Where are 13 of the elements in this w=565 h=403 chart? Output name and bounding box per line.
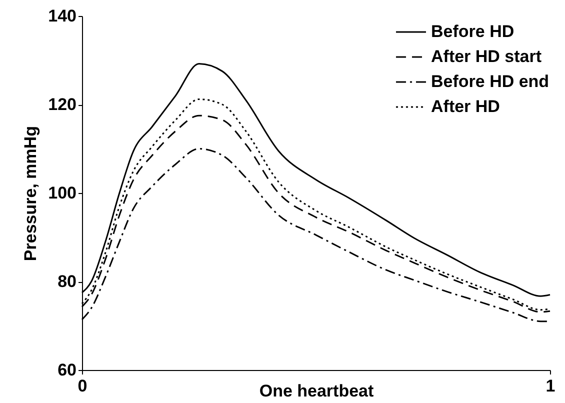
legend-label: After HD bbox=[431, 97, 500, 116]
y-tick-label: 60 bbox=[58, 360, 76, 380]
legend-label: Before HD end bbox=[431, 72, 550, 91]
y-tick-label: 100 bbox=[48, 184, 76, 202]
x-axis-title: One heartbeat bbox=[259, 382, 374, 400]
x-tick-label: 1 bbox=[546, 376, 556, 396]
y-tick-label: 120 bbox=[48, 95, 76, 114]
legend-label: Before HD bbox=[431, 22, 514, 41]
y-tick-label: 140 bbox=[48, 6, 76, 26]
y-tick-label: 80 bbox=[58, 272, 76, 291]
y-axis-title: Pressure, mmHg bbox=[21, 126, 40, 262]
legend-label: After HD start bbox=[431, 47, 542, 66]
x-tick-label: 0 bbox=[78, 376, 88, 396]
